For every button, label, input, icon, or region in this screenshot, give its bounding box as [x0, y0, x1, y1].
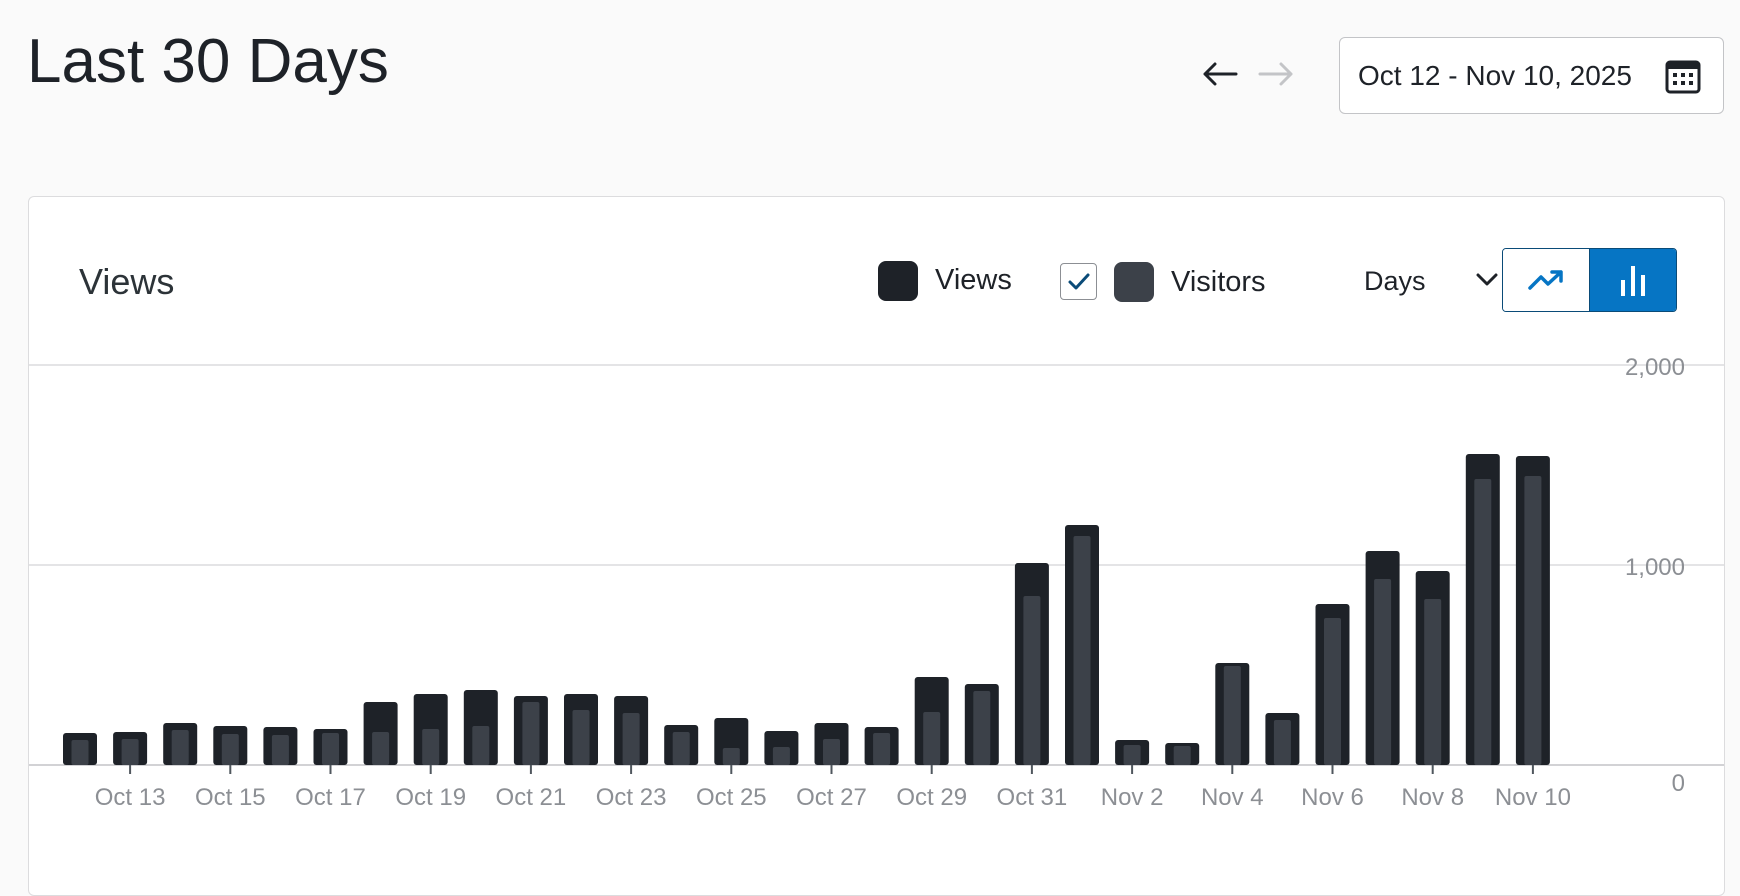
next-period-button[interactable]	[1256, 54, 1296, 94]
y-tick-label: 2,000	[1625, 354, 1685, 381]
visitors-bar	[622, 713, 640, 765]
visitors-bar	[973, 691, 991, 765]
bar-chart-button[interactable]	[1589, 249, 1676, 311]
x-tick-label: Nov 10	[1495, 784, 1571, 811]
date-range-label: Oct 12 - Nov 10, 2025	[1358, 59, 1632, 91]
legend-label-visitors: Visitors	[1171, 266, 1266, 298]
line-chart-button[interactable]	[1503, 249, 1589, 311]
x-tick-label: Oct 27	[796, 784, 867, 811]
visitors-bar	[823, 739, 840, 765]
bar-chart: 0 1,000 2,000 Oct 13 Oct 15 Oct 17 Oct 19 Oct 2…	[29, 354, 1724, 811]
visitors-bar	[1073, 536, 1091, 765]
x-tick-label: Nov 4	[1201, 784, 1264, 811]
visitors-bar	[1223, 666, 1241, 765]
x-tick-label: Nov 6	[1301, 784, 1364, 811]
visitors-bar	[372, 732, 390, 765]
x-tick-label: Oct 25	[696, 784, 767, 811]
visitors-bar	[923, 712, 941, 765]
visitors-bar	[722, 748, 740, 765]
bar-chart-icon	[1621, 266, 1645, 296]
x-tick-label: Oct 31	[997, 784, 1068, 811]
visitors-bar	[422, 729, 440, 765]
visitors-bar	[1424, 599, 1442, 765]
visitors-bar	[522, 702, 540, 765]
x-tick-label: Nov 2	[1101, 784, 1164, 811]
chart-card-title: Views	[79, 261, 175, 302]
legend-label-views: Views	[935, 264, 1012, 296]
visitors-bar	[672, 732, 690, 765]
visitors-bar	[71, 740, 89, 765]
x-tick-label: Oct 15	[195, 784, 266, 811]
views-chart-card: Views Views Visitors Days 0 1,000 2,000 Oct…	[28, 196, 1725, 896]
calendar-icon	[1665, 60, 1701, 94]
x-tick-label: Oct 19	[395, 784, 466, 811]
x-tick-label: Oct 17	[295, 784, 366, 811]
arrow-right-icon	[1258, 62, 1293, 86]
visitors-bar	[1123, 745, 1141, 765]
visitors-bar	[221, 734, 239, 765]
visitors-bar	[772, 747, 790, 765]
page-title: Last 30 Days	[27, 27, 389, 96]
legend-swatch-views	[878, 261, 918, 301]
chart-type-toggle	[1502, 248, 1677, 312]
visitors-bar	[1524, 476, 1542, 765]
visitors-bar	[1023, 596, 1041, 765]
line-chart-icon	[1528, 270, 1563, 290]
visitors-toggle-checkbox[interactable]	[1060, 263, 1097, 300]
visitors-bar	[271, 735, 289, 765]
visitors-bar	[171, 730, 189, 765]
visitors-bar	[1324, 618, 1341, 765]
y-tick-label: 0	[1672, 770, 1685, 797]
period-select-value: Days	[1364, 265, 1426, 296]
visitors-bar	[121, 739, 139, 765]
x-tick-label: Nov 8	[1401, 784, 1464, 811]
previous-period-button[interactable]	[1200, 54, 1240, 94]
visitors-bar	[1474, 479, 1492, 765]
visitors-bar	[472, 726, 490, 765]
checkmark-icon	[1068, 273, 1089, 289]
x-tick-label: Oct 29	[896, 784, 967, 811]
visitors-bar	[1374, 579, 1392, 765]
visitors-bar	[1173, 746, 1191, 765]
chevron-down-icon	[1476, 273, 1498, 286]
period-select[interactable]: Days	[1364, 259, 1498, 303]
y-tick-label: 1,000	[1625, 554, 1685, 581]
x-tick-label: Oct 21	[496, 784, 567, 811]
visitors-bar	[873, 733, 891, 765]
x-tick-label: Oct 23	[596, 784, 667, 811]
visitors-bar	[322, 733, 339, 765]
arrow-left-icon	[1203, 62, 1238, 86]
visitors-bar	[572, 710, 590, 765]
date-range-picker[interactable]: Oct 12 - Nov 10, 2025	[1339, 37, 1724, 114]
visitors-bar	[1273, 720, 1291, 765]
legend-swatch-visitors	[1114, 262, 1154, 302]
x-tick-label: Oct 13	[95, 784, 166, 811]
